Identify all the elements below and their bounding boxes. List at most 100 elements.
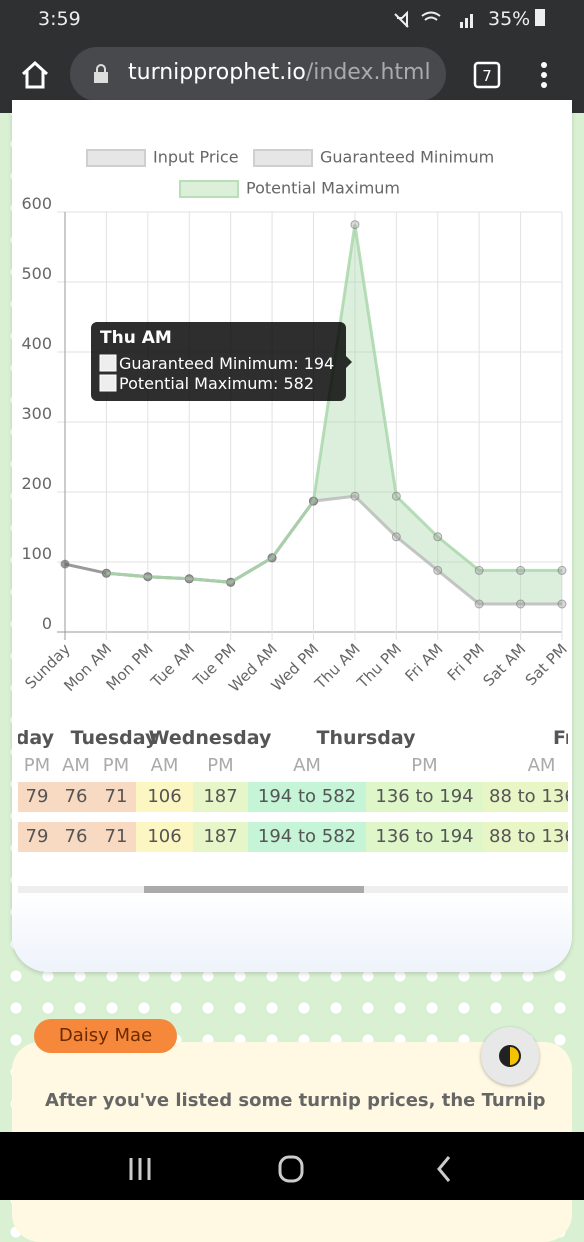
x-tick-label: Mon PM [103,640,157,694]
day-header: Tuesday [70,727,158,749]
tooltip-swatch [99,374,117,392]
tooltip-line: Potential Maximum: 582 [119,374,314,393]
back-button[interactable] [437,1156,451,1182]
theme-toggle[interactable] [481,1027,539,1085]
period-label: PM [23,755,51,776]
home-nav[interactable] [278,1155,304,1183]
day-header: Thursday [316,727,416,749]
y-tick-label: 500 [21,264,52,283]
section-badge: Daisy Mae [34,1019,177,1053]
price-cell: 106 [136,782,193,813]
price-cell: 194 to 582 [248,782,366,813]
data-point [516,565,526,575]
price-cell: 76 [56,782,96,813]
card-footer [12,890,572,972]
clock: 3:59 [38,8,81,30]
legend-swatch [179,180,239,198]
period-label: AM [293,755,321,776]
url-path: /index.html [305,60,431,85]
x-tick-label: Sat PM [522,640,571,689]
chart: Input Price Guaranteed Minimum Potential M… [21,148,571,696]
data-point [557,599,567,609]
tab-count: 7 [482,67,492,85]
period-label: PM [102,755,130,776]
period-label: PM [411,755,438,776]
tooltip-swatch [99,354,117,372]
data-point [309,496,318,506]
tooltip-title: Thu AM [100,328,172,348]
price-cell: 88 to 136 [483,782,568,813]
x-tick-label: Sat AM [480,640,530,690]
price-cell: 194 to 582 [248,822,366,853]
data-point [226,577,236,587]
data-point [267,553,277,563]
price-cell: 76 [56,822,96,853]
data-point [143,572,153,582]
data-point [557,565,567,575]
period-label: AM [62,755,90,776]
price-cell: 187 [193,782,248,813]
battery-level: 35% [488,8,531,30]
tooltip-line: Guaranteed Minimum: 194 [119,354,334,373]
y-tick-label: 600 [21,194,52,213]
price-cell: 71 [96,782,136,813]
price-cell: 136 to 194 [366,822,483,853]
price-cell: 88 to 136 [483,822,568,853]
price-cell: 79 [18,822,56,853]
data-point [391,532,401,542]
x-tick-label: Tue AM [147,640,198,691]
scroll-thumb[interactable] [144,886,364,893]
table-row: 79 76 71 106 187 194 to 582 136 to 194 88 to 13… [18,822,568,853]
price-cell: 187 [193,822,248,853]
y-tick-label: 100 [21,544,52,563]
menu-button[interactable] [538,60,550,90]
url-domain: turnipprophet.io [128,60,306,85]
legend-swatch [253,149,313,167]
x-tick-label: Fri AM [401,640,446,685]
period-label: AM [527,755,556,776]
data-point [516,599,526,609]
status-icons [394,10,473,28]
status-bar: 3:59 35% [0,0,584,40]
data-point [184,574,194,584]
x-tick-label: Thu PM [353,640,405,692]
legend-label: Input Price [153,148,239,167]
legend-label: Guaranteed Minimum [320,148,494,167]
range-fill [106,224,563,604]
price-cell: 79 [18,782,56,813]
y-tick-label: 300 [21,404,52,423]
table-row: 79 76 71 106 187 194 to 582 136 to 194 88 to 13… [18,782,568,813]
recents-button[interactable] [129,1158,151,1180]
data-point [350,220,360,230]
price-table: PM AM PM AM PM AM PM AM 79 76 71 106 187 194 to 582 1… [18,725,568,865]
data-point [101,568,111,578]
battery-icon [535,9,545,26]
day-header: Friday [553,727,568,749]
home-button[interactable] [20,60,50,90]
price-cell: 106 [136,822,193,853]
x-tick-label: Thu AM [311,640,364,693]
data-point [433,565,443,575]
data-point [391,491,401,501]
legend-label: Potential Maximum [246,179,400,198]
period-row: PM AM PM AM PM AM PM AM [18,755,568,776]
section-text: After you've listed some turnip prices, … [45,1090,546,1111]
tabs-button[interactable]: 7 [472,60,502,90]
tooltip-box [91,322,352,401]
y-tick-label: 400 [21,334,52,353]
url-field[interactable]: turnipprophet.io/index.html [70,47,446,101]
lock-icon [94,64,108,83]
day-header: Wednesday [148,727,272,749]
price-cell: 136 to 194 [366,782,483,813]
data-point [433,532,443,542]
y-tick-label: 200 [21,474,52,493]
nav-bar [0,1132,584,1200]
period-label: AM [150,755,179,776]
data-point [350,491,360,501]
data-point [474,565,484,575]
legend-swatch [86,149,146,167]
data-point [60,559,70,569]
day-header: Monday [18,727,54,749]
